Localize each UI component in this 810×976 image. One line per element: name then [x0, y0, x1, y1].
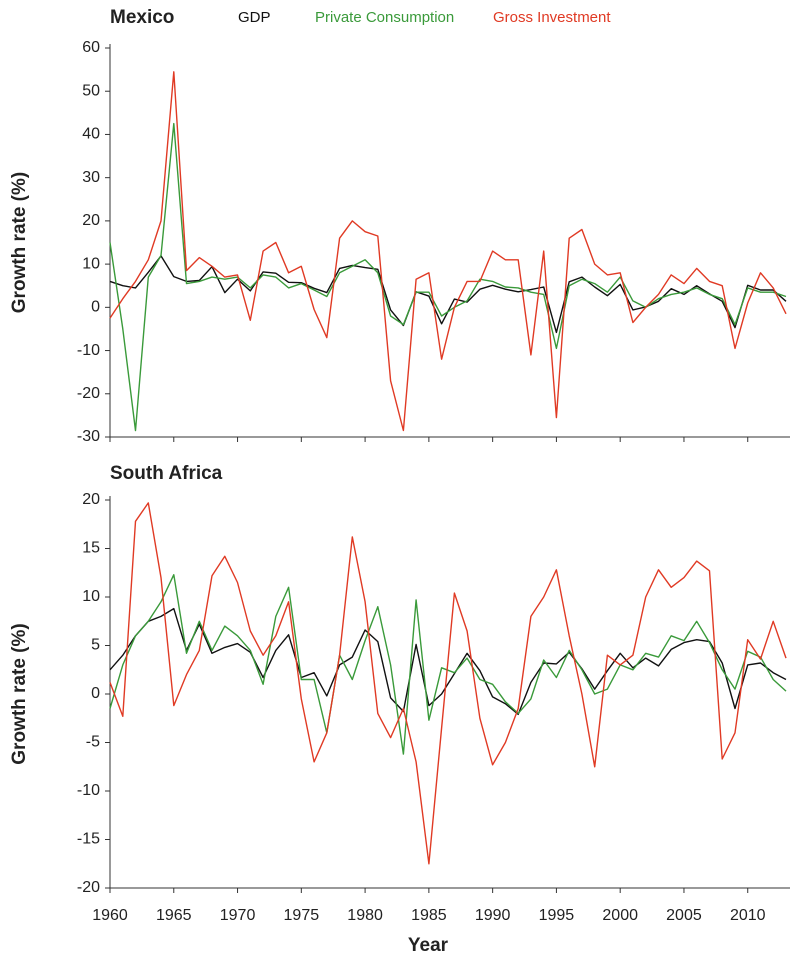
legend-entry: GDP — [238, 9, 271, 26]
y-tick-label: -15 — [77, 831, 100, 848]
x-tick-label: 1960 — [92, 907, 128, 924]
x-tick-label: 1985 — [411, 907, 447, 924]
y-tick-label: -20 — [77, 879, 100, 896]
y-tick-label: -10 — [77, 342, 100, 359]
x-tick-label: 1970 — [220, 907, 256, 924]
x-tick-label: 2010 — [730, 907, 766, 924]
y-tick-label: -5 — [86, 734, 100, 751]
x-tick-label: 2000 — [602, 907, 638, 924]
panel-title: South Africa — [110, 463, 223, 484]
x-tick-label: 1990 — [475, 907, 511, 924]
y-tick-label: 10 — [82, 255, 100, 272]
x-tick-label: 1980 — [347, 907, 383, 924]
x-tick-label: 1975 — [284, 907, 320, 924]
legend-entry: Gross Investment — [493, 9, 611, 26]
y-tick-label: 0 — [91, 299, 100, 316]
y-tick-label: 15 — [82, 540, 100, 557]
series-line — [109, 502, 787, 865]
series-line — [109, 122, 787, 432]
y-axis-label: Growth rate (%) — [9, 623, 30, 764]
y-tick-label: 30 — [82, 169, 100, 186]
series-line — [109, 71, 787, 432]
x-tick-label: 2005 — [666, 907, 702, 924]
y-axis-label: Growth rate (%) — [9, 172, 30, 313]
series-line — [109, 607, 787, 716]
x-tick-label: 1995 — [539, 907, 575, 924]
y-tick-label: 40 — [82, 126, 100, 143]
series-line — [109, 574, 787, 755]
y-tick-label: 50 — [82, 82, 100, 99]
panel-title: Mexico — [110, 7, 174, 28]
y-tick-label: 20 — [82, 212, 100, 229]
x-axis-label: Year — [408, 935, 449, 956]
series-line — [109, 255, 787, 334]
legend-entry: Private Consumption — [315, 9, 454, 26]
y-tick-label: 10 — [82, 588, 100, 605]
y-tick-label: 60 — [82, 39, 100, 56]
y-tick-label: 20 — [82, 491, 100, 508]
y-tick-label: -10 — [77, 782, 100, 799]
y-tick-label: -30 — [77, 428, 100, 445]
y-tick-label: -20 — [77, 385, 100, 402]
y-tick-label: 0 — [91, 685, 100, 702]
y-tick-label: 5 — [91, 637, 100, 654]
x-tick-label: 1965 — [156, 907, 192, 924]
